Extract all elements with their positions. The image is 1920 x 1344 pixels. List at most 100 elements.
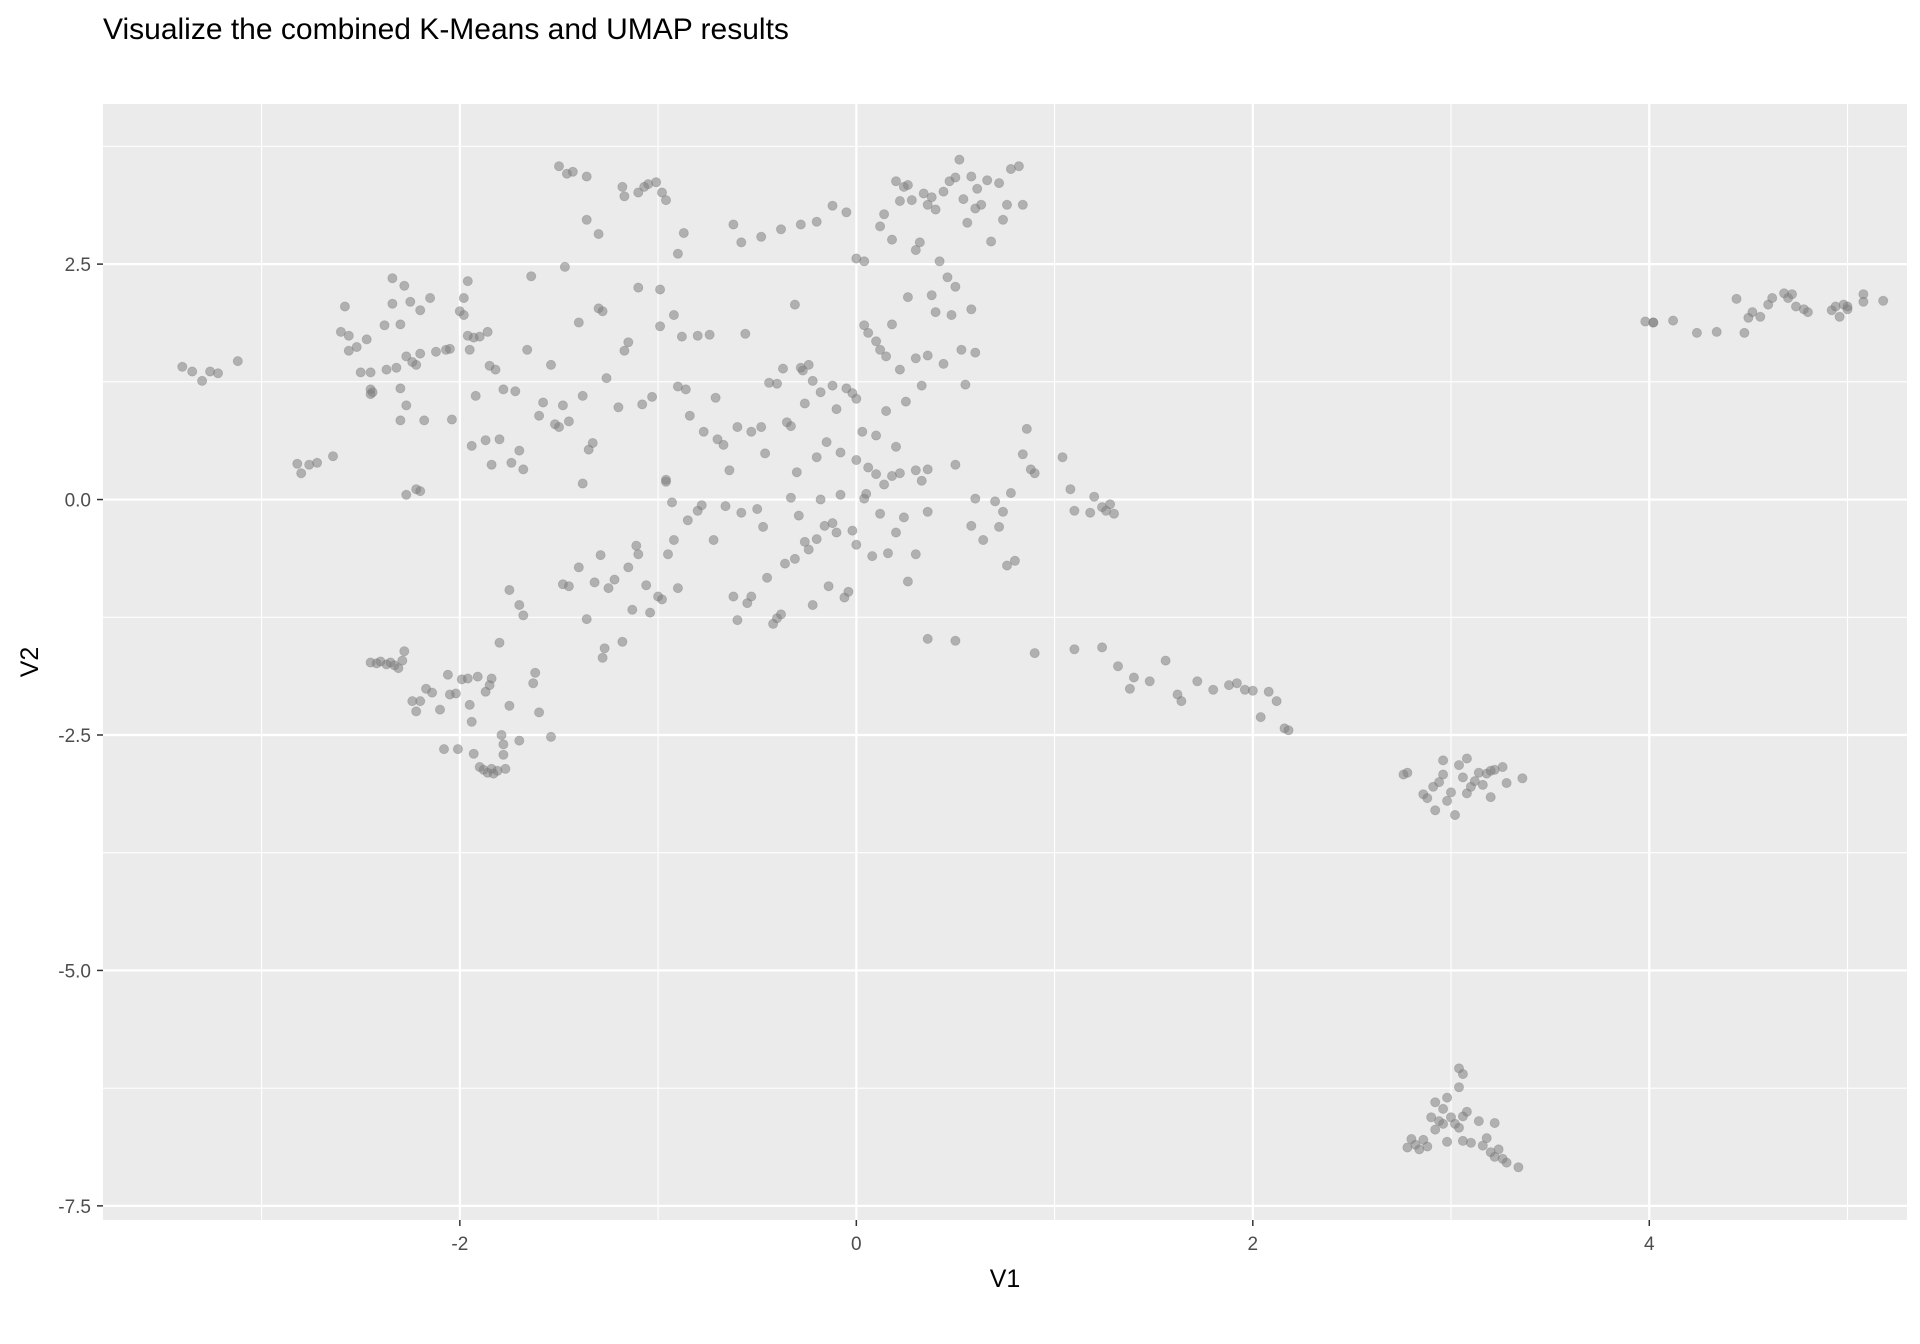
data-point [601, 373, 612, 384]
data-point [647, 391, 658, 402]
data-point [534, 410, 545, 421]
data-point [1446, 787, 1457, 798]
data-point [789, 553, 800, 564]
data-point [861, 488, 872, 499]
data-point [458, 309, 469, 320]
y-axis-title: V2 [16, 647, 44, 678]
data-point [464, 699, 475, 710]
data-point [1069, 505, 1080, 516]
data-point [595, 550, 606, 561]
data-point [926, 192, 937, 203]
data-point [1450, 810, 1461, 821]
data-point [559, 261, 570, 272]
data-point [966, 520, 977, 531]
x-tick-label: 2 [1248, 1234, 1259, 1255]
data-point [518, 464, 529, 475]
data-point [1691, 327, 1702, 338]
data-point [554, 421, 565, 432]
data-point [399, 280, 410, 291]
data-point [1105, 499, 1116, 510]
data-point [851, 539, 862, 550]
data-point [667, 497, 678, 508]
data-points [177, 154, 1889, 1173]
data-point [1005, 487, 1016, 498]
data-point [613, 402, 624, 413]
data-point [746, 426, 757, 437]
data-point [1477, 1140, 1488, 1151]
data-point [518, 610, 529, 621]
data-point [934, 256, 945, 267]
data-point [863, 327, 874, 338]
data-point [597, 306, 608, 317]
data-point [1454, 1122, 1465, 1133]
data-point [692, 330, 703, 341]
data-point [684, 410, 695, 421]
data-point [1065, 484, 1076, 495]
data-point [815, 494, 826, 505]
data-point [522, 344, 533, 355]
data-point [906, 195, 917, 206]
data-point [875, 508, 886, 519]
data-point [528, 678, 539, 689]
data-point [1755, 311, 1766, 322]
data-point [821, 437, 832, 448]
data-point [1513, 1162, 1524, 1173]
data-point [381, 364, 392, 375]
data-point [1878, 295, 1889, 306]
data-point [891, 527, 902, 538]
data-point [676, 331, 687, 342]
y-axis-ticks: -7.5 -5.0 -2.5 0.0 2.5 [58, 255, 103, 1218]
data-point [902, 179, 913, 190]
data-point [938, 186, 949, 197]
data-point [399, 646, 410, 657]
data-point [894, 364, 905, 375]
data-point [811, 452, 822, 463]
data-point [732, 615, 743, 626]
data-point [401, 489, 412, 500]
data-point [427, 687, 438, 698]
data-point [902, 292, 913, 303]
data-point [879, 209, 890, 220]
data-point [752, 503, 763, 514]
data-point [343, 330, 354, 341]
data-point [633, 549, 644, 560]
data-point [1263, 686, 1274, 697]
data-point [387, 273, 398, 284]
data-point [966, 171, 977, 182]
data-point [871, 430, 882, 441]
data-point [1430, 1124, 1441, 1135]
data-point [887, 319, 898, 330]
data-point [668, 535, 679, 546]
data-point [795, 219, 806, 230]
data-point [827, 380, 838, 391]
data-point [450, 688, 461, 699]
data-point [514, 445, 525, 456]
data-point [619, 345, 630, 356]
data-point [577, 478, 588, 489]
data-point [835, 489, 846, 500]
data-point [661, 195, 672, 206]
data-point [791, 467, 802, 478]
data-point [922, 633, 933, 644]
data-point [758, 521, 769, 532]
data-point [514, 600, 525, 611]
data-point [506, 457, 517, 468]
data-point [401, 400, 412, 411]
data-point [466, 716, 477, 727]
data-point [1454, 1082, 1465, 1093]
data-point [990, 496, 1001, 507]
data-point [480, 435, 491, 446]
data-point [891, 176, 902, 187]
data-point [1501, 778, 1512, 789]
data-point [593, 228, 604, 239]
data-point [994, 178, 1005, 189]
data-point [704, 329, 715, 340]
data-point [835, 447, 846, 458]
data-point [799, 398, 810, 409]
data-point [645, 607, 656, 618]
data-point [581, 614, 592, 625]
data-point [976, 199, 987, 210]
data-point [797, 365, 808, 376]
data-point [1648, 317, 1659, 328]
data-point [581, 214, 592, 225]
